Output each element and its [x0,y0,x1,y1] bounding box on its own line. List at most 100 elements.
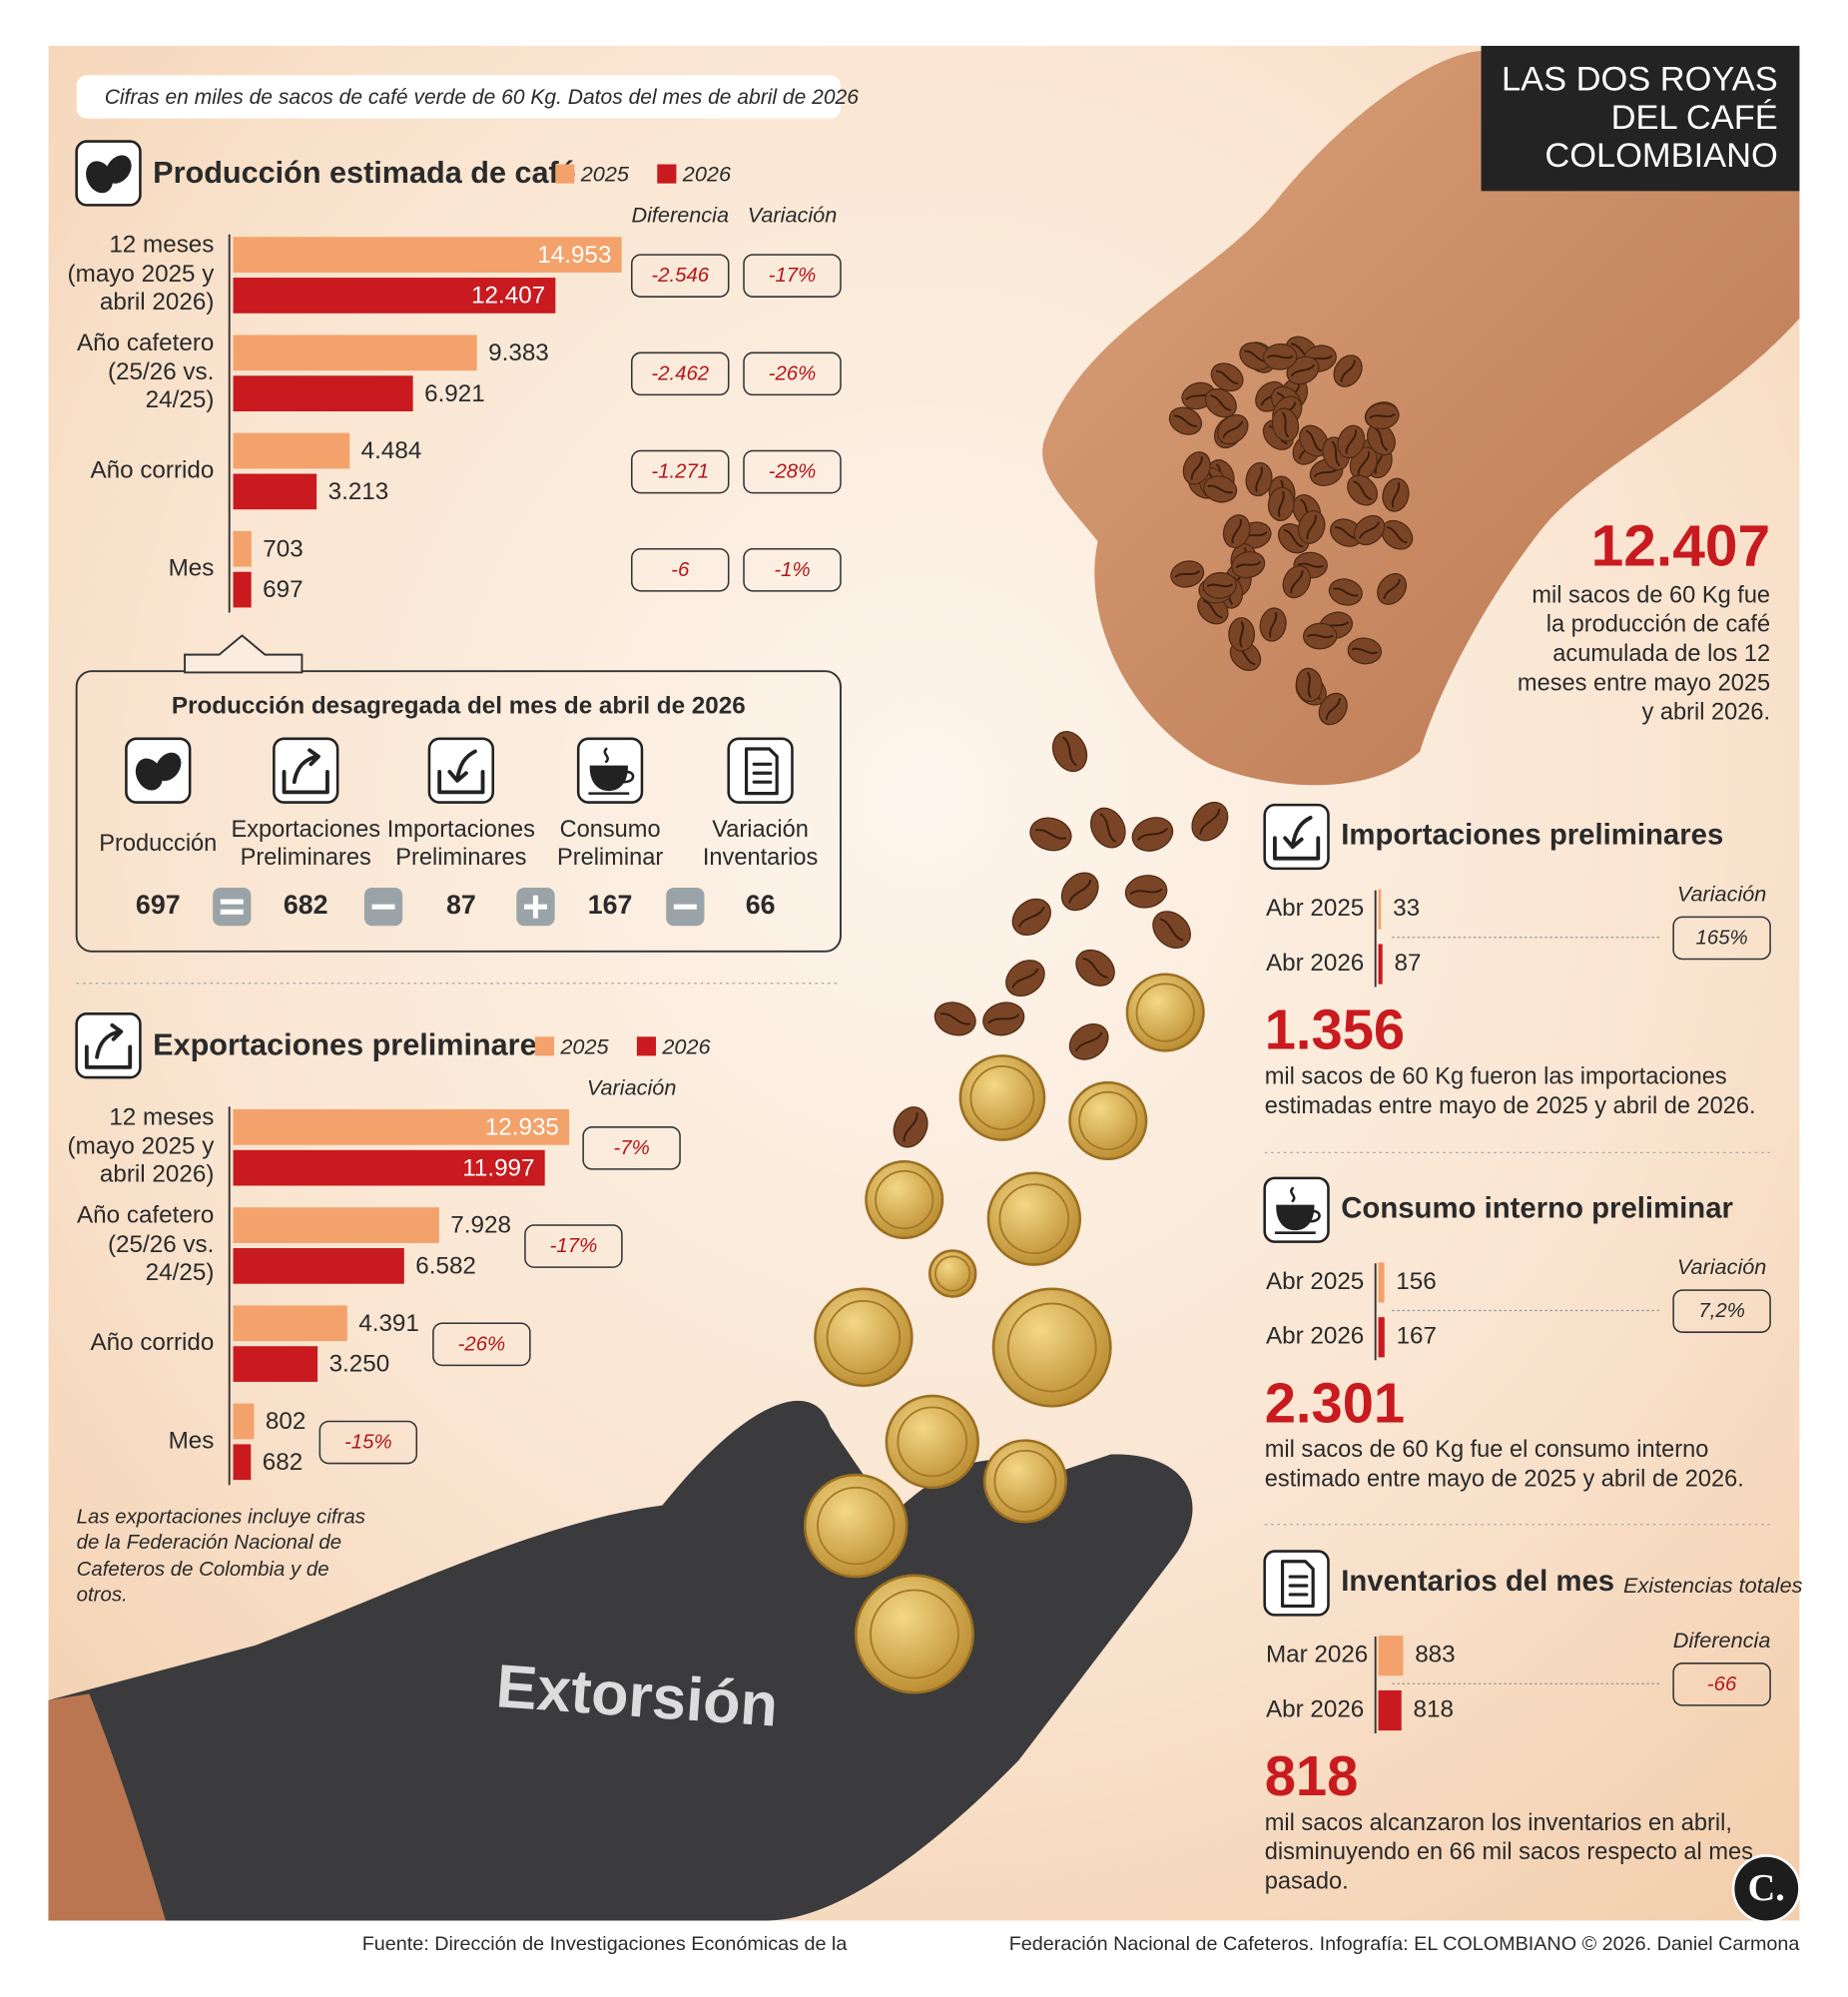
bean-crease [939,1012,971,1025]
bean-crease [1206,583,1234,588]
coffee-bean [1203,475,1238,503]
bar [233,1248,404,1284]
legend-swatch [555,164,575,184]
icon [576,737,644,804]
icon-glyph [1290,1186,1321,1223]
breakdown-value: 87 [446,890,476,920]
coffee-bean [1347,637,1383,665]
breakdown-value: 66 [746,890,776,920]
value-label: 6.582 [415,1253,476,1280]
bean-crease [1345,429,1357,454]
category-label-box: 12 meses (mayo 2025 y abril 2026) [68,232,215,317]
coffee-bean [1170,560,1205,588]
bean-crease [1011,968,1039,989]
icon-bean [86,161,114,194]
legend-label: 2026 [661,1033,711,1058]
bean-crease [1374,427,1389,451]
bar [233,571,252,608]
coin-rim [993,1449,1057,1513]
comparison-box [524,1224,623,1268]
coin-rim [1135,983,1195,1042]
bar [233,432,350,469]
comparison-label: -17% [550,1235,598,1257]
coffee-bean [1303,622,1338,650]
bar [1378,889,1382,930]
bean-crease [1391,481,1401,508]
coffee-bean [1365,402,1400,430]
category-label: Mes [168,554,215,582]
coffee-bean [1152,911,1191,950]
value-label: 11.997 [462,1154,534,1181]
bean-crease [1297,562,1324,568]
note: Cifras en miles de sacos de café verde d… [105,86,860,109]
category-label-box: Año corrido [90,1329,214,1356]
comparison-label: -1.271 [651,461,709,483]
coffee-bean [1217,413,1249,445]
value-label: 14.953 [537,242,611,269]
comparison-box [1672,1663,1771,1706]
bean-crease [1357,451,1371,475]
bean-crease [903,1112,919,1142]
coffee-bean [1089,807,1126,849]
coffee-bean [1202,571,1237,599]
comparison-box [631,449,730,494]
coin [1068,1080,1148,1160]
coin [814,1287,914,1388]
bean-crease [1199,808,1221,835]
comparison-label: -6 [671,559,690,581]
breakdown-label-box: Variación Inventarios [703,815,818,870]
coin-rim [875,1169,934,1230]
comparison-label: -26% [769,362,817,384]
bean-crease [1383,578,1401,600]
category-label: Año corrido [90,456,215,484]
icon-glyph [84,1022,133,1069]
icon-glyph [1274,1204,1316,1234]
total-text: mil sacos de 60 Kg fue el consumo intern… [1264,1435,1744,1492]
total-text: mil sacos de 60 Kg fueron las importacio… [1264,1061,1756,1118]
total-value: 2.301 [1265,1371,1405,1434]
icon-glyph [603,747,635,784]
bean-crease [1210,394,1232,411]
bean-crease [1325,698,1341,720]
bar [233,1149,545,1186]
coffee-bean [1222,514,1251,548]
bean-crease [1266,354,1294,359]
bar [1378,944,1383,985]
operator-bar [220,909,244,915]
coffee-bean [1267,486,1295,522]
bean-crease [987,1013,1020,1024]
bar [233,375,413,411]
coffee-bean [1210,362,1244,392]
note-pill [76,75,841,119]
coffee-bean [1333,354,1363,387]
breakdown-box [75,670,842,953]
value-label: 33 [1393,895,1420,922]
arm [48,1693,166,1921]
coffee-bean [1297,510,1326,544]
comparison-box [1672,916,1771,961]
icon [727,737,794,804]
value-label: 12.935 [485,1114,559,1141]
comparison-box [631,351,730,396]
value-label: 3.250 [329,1351,390,1378]
coffee-bean [933,1001,976,1036]
bar [233,1108,570,1145]
coffee-bean [1262,342,1298,370]
legend-swatch [657,164,677,184]
coffee-bean [1204,387,1237,418]
coffee-bean [1295,667,1323,703]
category-label: Año cafetero (25/26 vs. 24/25) [76,330,215,415]
coin-rim [1078,1090,1138,1151]
bar [233,1444,252,1481]
category-label-box: 12 meses (mayo 2025 y abril 2026) [68,1104,215,1189]
coffee-bean [1029,817,1072,852]
bean-crease [1222,420,1244,438]
icon [1263,1176,1330,1243]
comparison-box [743,547,842,592]
category-label: Abr 2026 [1266,1695,1364,1722]
coffee-bean [1382,477,1410,512]
icon [75,1012,142,1079]
icon-frame [75,1012,142,1079]
coffee-bean [1337,424,1366,459]
